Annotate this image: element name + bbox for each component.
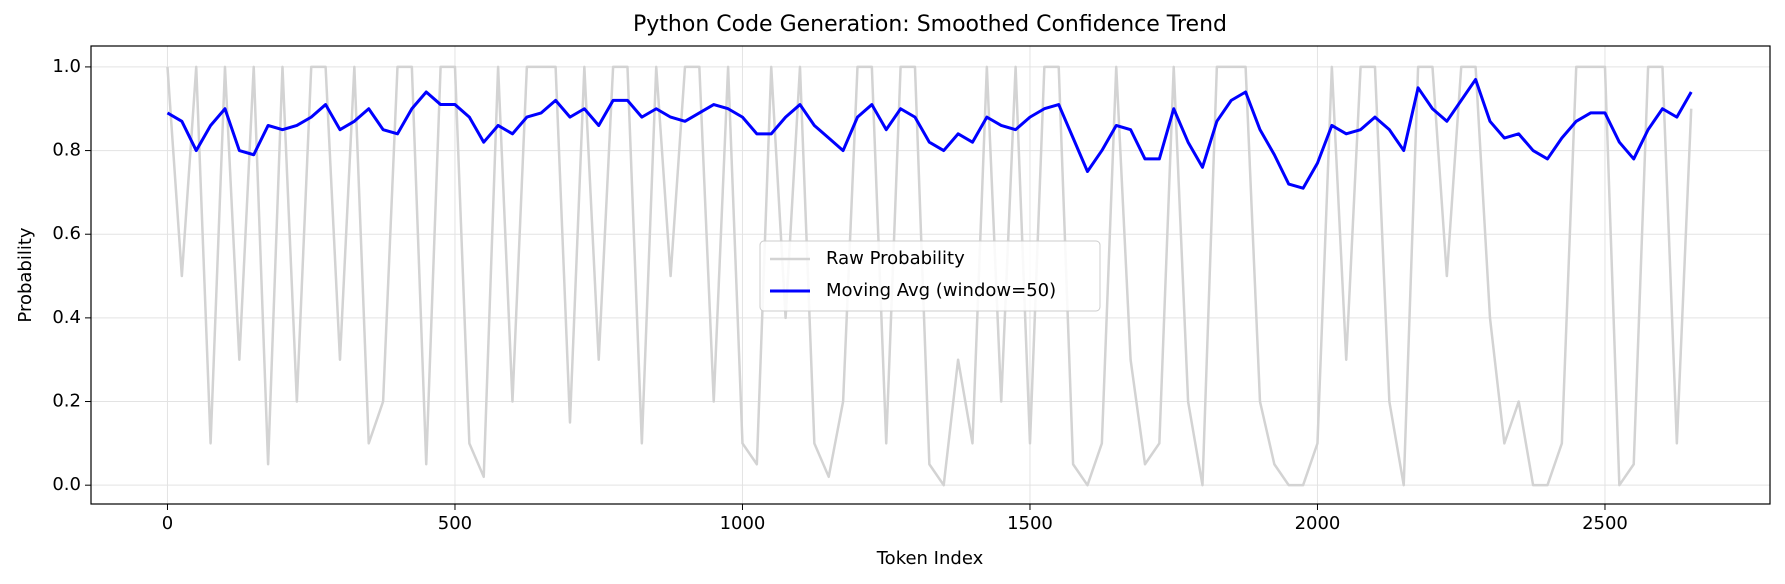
x-tick-label: 1000	[720, 513, 766, 534]
y-tick-label: 1.0	[52, 56, 81, 77]
data-line	[166, 65, 1693, 487]
legend-label: Moving Avg (window=50)	[826, 280, 1056, 301]
y-axis-label: Probability	[15, 227, 36, 322]
legend: Raw Probability Moving Avg (window=50)	[759, 240, 1101, 312]
legend-label: Raw Probability	[826, 248, 965, 269]
chart-title: Python Code Generation: Smoothed Confide…	[633, 12, 1227, 37]
x-tick-label: 500	[438, 513, 472, 534]
x-tick-label: 1500	[1007, 513, 1053, 534]
x-tick-label: 0	[162, 513, 173, 534]
y-tick-label: 0.0	[52, 474, 81, 495]
legend-frame	[759, 240, 1101, 312]
x-axis-label: Token Index	[876, 548, 984, 569]
x-tick-label: 2000	[1295, 513, 1341, 534]
plot-frame	[90, 45, 1771, 505]
y-tick-label: 0.2	[52, 391, 81, 412]
y-tick-label: 0.8	[52, 140, 81, 161]
y-tick-label: 0.6	[52, 223, 81, 244]
y-tick-label: 0.4	[52, 307, 81, 328]
data-line	[166, 77, 1693, 190]
x-tick-label: 2500	[1582, 513, 1628, 534]
